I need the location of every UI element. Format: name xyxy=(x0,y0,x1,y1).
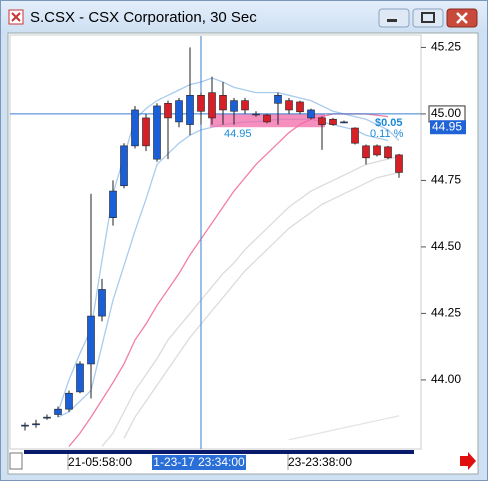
plot-area xyxy=(9,34,422,450)
candle-body xyxy=(285,100,293,111)
overlay-line xyxy=(101,155,400,447)
y-tick-label: 44.00 xyxy=(431,372,461,386)
candle-body xyxy=(164,102,172,119)
candle-body xyxy=(21,424,29,427)
candle-body xyxy=(296,101,304,113)
candle-body xyxy=(318,117,326,125)
candle-body xyxy=(395,154,403,173)
candle-body xyxy=(87,315,95,365)
candle-body xyxy=(362,145,370,159)
last-price-label: 44.95 xyxy=(432,119,462,133)
y-tick-label: 44.50 xyxy=(431,239,461,253)
measure-percent: 0.11 % xyxy=(370,128,404,140)
y-tick-label: 45.25 xyxy=(431,40,461,54)
candle-body xyxy=(274,95,282,104)
candle-body xyxy=(109,190,117,218)
candle-body xyxy=(351,127,359,144)
chart-panel xyxy=(7,32,479,475)
scroll-box[interactable] xyxy=(9,452,23,470)
candle-body xyxy=(98,289,106,317)
candle-body xyxy=(43,416,51,419)
crosshair-time-box xyxy=(152,455,246,470)
candle-body xyxy=(153,105,161,160)
x-tick-label: 23-23:38:00 xyxy=(288,455,352,469)
candle-body xyxy=(175,100,183,123)
candle-body xyxy=(76,363,84,393)
y-tick-label: 44.75 xyxy=(431,173,461,187)
candle-body xyxy=(32,423,40,426)
window-icon xyxy=(8,9,24,25)
candle-body xyxy=(329,118,337,125)
minimize-button[interactable] xyxy=(378,8,410,28)
measure-low: 44.95 xyxy=(224,128,252,140)
close-button[interactable] xyxy=(446,8,478,28)
candle-body xyxy=(142,117,150,147)
candle-body xyxy=(230,100,238,112)
time-scroll-bar[interactable] xyxy=(24,450,414,454)
candle-body xyxy=(373,145,381,156)
candle-body xyxy=(65,392,73,410)
window-title: S.CSX - CSX Corporation, 30 Sec xyxy=(30,9,257,26)
x-tick-label: 1-23-17 23:34:00 xyxy=(153,455,245,469)
candle-body xyxy=(197,95,205,112)
y-tick-label: 44.25 xyxy=(431,306,461,320)
measure-change: $0.05 xyxy=(375,117,403,129)
candle-body xyxy=(208,92,216,119)
overlay-line xyxy=(288,415,400,441)
candle-body xyxy=(252,113,260,116)
candle-body xyxy=(307,109,315,119)
candle-body xyxy=(263,114,271,123)
candle-body xyxy=(241,100,249,111)
candle-body xyxy=(384,146,392,159)
x-tick-label: 21-05:58:00 xyxy=(68,455,132,469)
candle-body xyxy=(340,121,348,124)
y-tick-label: 45.00 xyxy=(431,106,461,120)
candle-body xyxy=(186,95,194,125)
maximize-button[interactable] xyxy=(412,8,444,28)
scroll-right-arrow[interactable] xyxy=(460,452,476,470)
overlay-line xyxy=(123,171,400,439)
candle-body xyxy=(54,408,62,415)
last-price-box xyxy=(430,120,466,135)
candle-body xyxy=(219,95,227,111)
candle-body xyxy=(131,109,139,147)
candle-body xyxy=(120,145,128,187)
